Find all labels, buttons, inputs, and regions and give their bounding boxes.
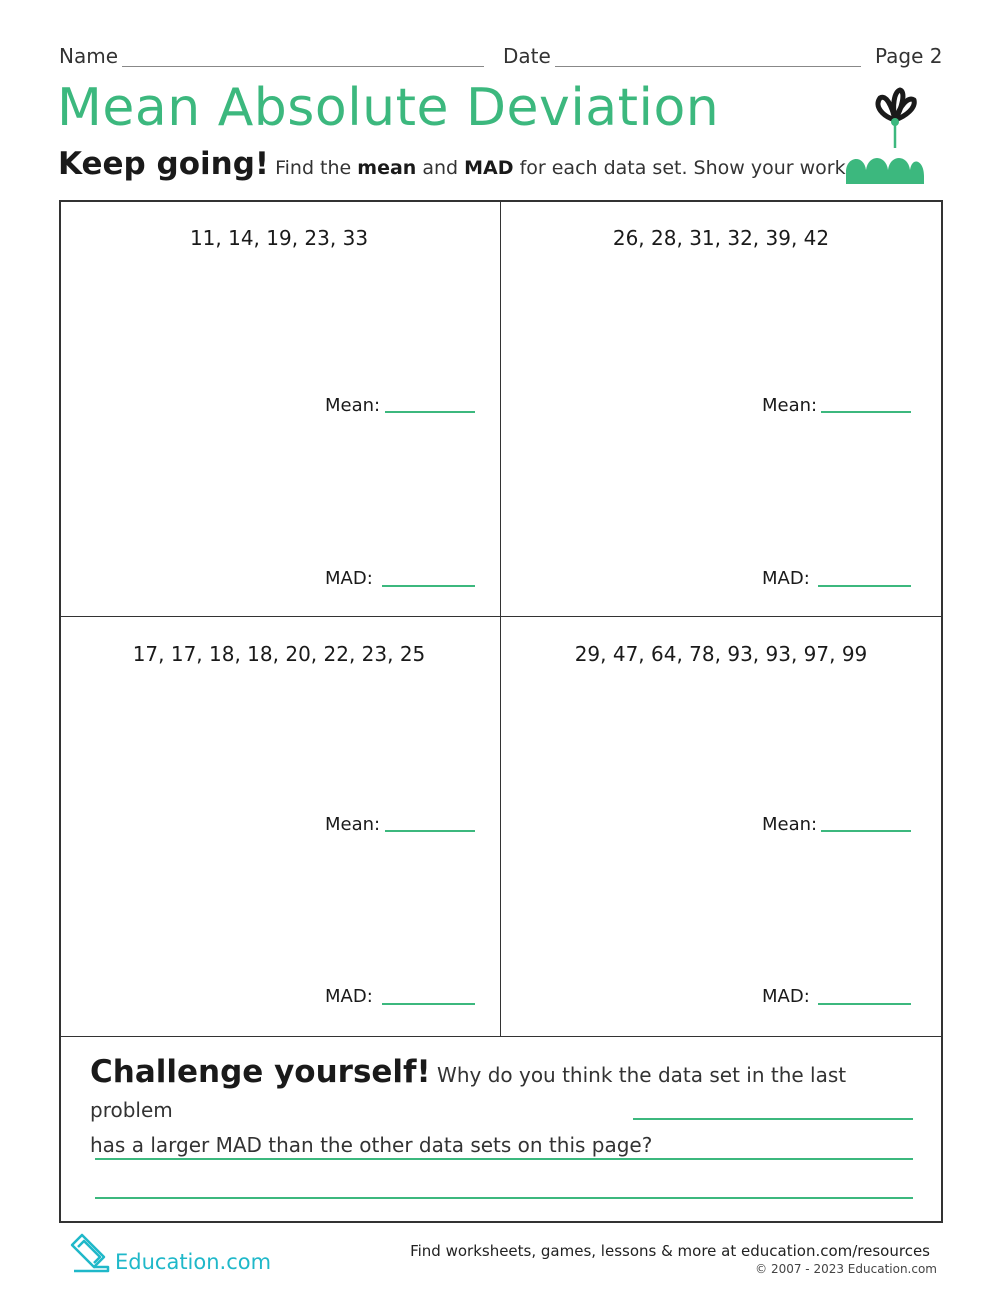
mean-answer-line[interactable] xyxy=(385,830,475,832)
mad-label: MAD: xyxy=(325,986,373,1007)
data-set-4: 29, 47, 64, 78, 93, 93, 97, 99 xyxy=(574,642,868,666)
mean-label: Mean: xyxy=(762,814,818,835)
mad-label: MAD: xyxy=(762,568,810,589)
mean-label: Mean: xyxy=(762,395,818,416)
instructions-bold: mean xyxy=(357,157,417,179)
divider xyxy=(59,1036,941,1037)
date-field[interactable] xyxy=(555,66,861,67)
challenge-text: has a larger MAD than the other data set… xyxy=(90,1133,653,1157)
page-number: Page 2 xyxy=(875,44,943,68)
mad-answer-line[interactable] xyxy=(818,1003,911,1005)
divider xyxy=(59,616,941,617)
mean-label: Mean: xyxy=(325,395,381,416)
mean-answer-line[interactable] xyxy=(385,411,475,413)
education-logo-text[interactable]: Education.com xyxy=(115,1250,272,1274)
copyright: © 2007 - 2023 Education.com xyxy=(755,1262,937,1276)
education-logo-icon xyxy=(70,1233,110,1273)
mad-answer-line[interactable] xyxy=(382,585,475,587)
mad-label: MAD: xyxy=(325,568,373,589)
flower-grass-icon xyxy=(846,87,924,184)
challenge-answer-line[interactable] xyxy=(95,1197,913,1199)
data-set-1: 11, 14, 19, 23, 33 xyxy=(189,226,369,250)
instructions-text: and xyxy=(416,157,465,179)
divider xyxy=(500,200,501,1037)
mad-label: MAD: xyxy=(762,986,810,1007)
name-field[interactable] xyxy=(122,66,484,67)
challenge-lead: Challenge yourself! xyxy=(90,1054,431,1090)
mean-answer-line[interactable] xyxy=(821,830,911,832)
page-title: Mean Absolute Deviation xyxy=(57,78,720,138)
instructions-bold: MAD xyxy=(464,157,514,179)
footer-tagline: Find worksheets, games, lessons & more a… xyxy=(410,1242,930,1260)
mad-answer-line[interactable] xyxy=(818,585,911,587)
date-label: Date xyxy=(503,44,551,68)
challenge-prompt: Challenge yourself! Why do you think the… xyxy=(90,1055,920,1163)
challenge-answer-line[interactable] xyxy=(95,1158,913,1160)
instructions-lead: Keep going! xyxy=(58,146,270,182)
mean-label: Mean: xyxy=(325,814,381,835)
data-set-2: 26, 28, 31, 32, 39, 42 xyxy=(612,226,830,250)
data-set-3: 17, 17, 18, 18, 20, 22, 23, 25 xyxy=(132,642,426,666)
problems-grid xyxy=(59,200,943,1223)
challenge-answer-line[interactable] xyxy=(633,1118,913,1120)
name-label: Name xyxy=(59,44,119,68)
instructions-text: for each data set. Show your work. xyxy=(513,157,852,179)
challenge-text: Why do you think the data set in the las… xyxy=(90,1063,847,1122)
mad-answer-line[interactable] xyxy=(382,1003,475,1005)
mean-answer-line[interactable] xyxy=(821,411,911,413)
instructions: Keep going! Find the mean and MAD for ea… xyxy=(58,146,852,182)
instructions-text: Find the xyxy=(269,157,358,179)
